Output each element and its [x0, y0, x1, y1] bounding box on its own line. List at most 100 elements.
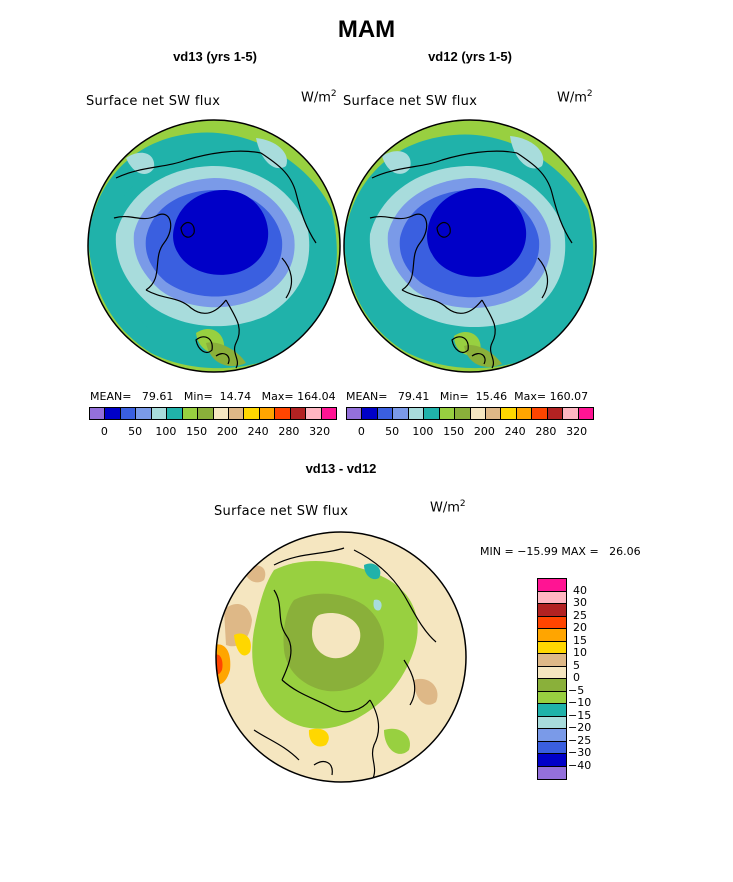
right-max-label: Max=: [514, 390, 547, 403]
left-colorbar-swatch: [182, 408, 199, 419]
right-colorbar-swatch: [362, 408, 378, 419]
right-colorbar-swatch: [408, 408, 425, 419]
diff-panel-heading: vd13 - vd12: [305, 461, 377, 476]
right-colorbar-swatch: [470, 408, 486, 419]
diff-units-label: W/m2: [430, 499, 466, 516]
right-colorbar-swatch: [563, 408, 579, 419]
left-colorbar-tick-label: 240: [247, 425, 269, 438]
right-mean-label: MEAN=: [346, 390, 388, 403]
right-colorbar-tick-label: 200: [473, 425, 495, 438]
diff-colorbar-swatch: [538, 679, 566, 692]
diff-colorbar-swatch: [538, 654, 566, 667]
diff-colorbar-swatch: [538, 729, 566, 742]
right-field-label: Surface net SW flux: [343, 94, 478, 109]
diff-colorbar: [537, 578, 567, 780]
diff-colorbar-tick-label: 5: [573, 658, 580, 672]
diff-colorbar-ticks: 40 30 25 20 15 10 5 0 −5 −10 −15 −20 −25 −30 −40: [568, 578, 608, 778]
left-colorbar-swatch: [275, 408, 291, 419]
diff-max-value: 26.06: [609, 545, 641, 558]
diff-colorbar-tick-label: −30: [568, 746, 592, 759]
left-colorbar-tick-label: 100: [155, 425, 177, 438]
left-colorbar-swatch: [105, 408, 121, 419]
right-colorbar-tick-label: 100: [412, 425, 434, 438]
right-colorbar-tick-label: 0: [357, 425, 365, 438]
right-colorbar-tick-label: 50: [385, 425, 400, 438]
diff-colorbar-tick-label: 10: [573, 646, 587, 659]
left-panel-heading: vd13 (yrs 1-5): [173, 49, 257, 64]
right-colorbar-swatch: [439, 408, 456, 419]
diff-colorbar-swatch: [538, 716, 566, 729]
diff-colorbar-swatch: [538, 591, 566, 604]
diff-field-label: Surface net SW flux: [214, 504, 349, 519]
right-max-value: 160.07: [549, 390, 589, 403]
diff-colorbar-swatch: [538, 604, 566, 617]
left-colorbar-swatch: [259, 408, 276, 419]
right-colorbar-swatch: [347, 408, 363, 419]
right-units-label: W/m2: [557, 89, 593, 106]
diff-colorbar-tick-label: −5: [568, 683, 585, 697]
left-units-label: W/m2: [301, 89, 337, 106]
left-colorbar-tick-label: 150: [186, 425, 208, 438]
diff-colorbar-swatch: [538, 691, 566, 704]
diff-colorbar-swatch: [538, 641, 566, 654]
right-colorbar-swatch: [424, 408, 440, 419]
right-colorbar-swatch: [455, 408, 471, 419]
left-colorbar-swatch: [290, 408, 307, 419]
diff-colorbar-tick-label: 25: [573, 608, 587, 622]
right-colorbar-swatch: [485, 408, 502, 419]
diff-min-label: MIN =: [480, 545, 518, 558]
left-colorbar-tick-label: 280: [278, 425, 300, 438]
page-title: MAM: [337, 16, 396, 43]
left-colorbar-ticks: 0 50 100 150 200 240 280 320: [89, 425, 335, 439]
diff-colorbar-tick-label: 20: [573, 621, 587, 634]
right-colorbar-tick-label: 240: [504, 425, 526, 438]
left-colorbar-swatch: [90, 408, 106, 419]
right-panel-heading: vd12 (yrs 1-5): [428, 49, 512, 64]
left-colorbar-swatch: [244, 408, 260, 419]
diff-colorbar-tick-label: −25: [568, 733, 592, 747]
diff-max-label: MAX =: [561, 545, 603, 558]
diff-min-value: −15.99: [517, 545, 558, 558]
diff-colorbar-tick-label: 15: [573, 633, 587, 647]
right-colorbar-tick-label: 150: [443, 425, 465, 438]
diff-colorbar-swatch: [538, 666, 566, 679]
diff-colorbar-tick-label: −15: [568, 708, 592, 722]
diff-polar-map: [215, 531, 467, 783]
left-colorbar-tick-label: 320: [309, 425, 331, 438]
diff-colorbar-tick-label: 40: [573, 583, 587, 597]
left-colorbar-swatch: [136, 408, 152, 419]
right-colorbar-swatch: [578, 408, 593, 419]
left-colorbar-swatch: [198, 408, 214, 419]
diff-colorbar-tick-label: −20: [568, 721, 592, 734]
right-colorbar-ticks: 0 50 100 150 200 240 280 320: [346, 425, 592, 439]
left-colorbar-tick-label: 0: [100, 425, 108, 438]
left-max-value: 164.04: [297, 390, 336, 403]
diff-colorbar-tick-label: −10: [568, 696, 592, 709]
right-colorbar-swatch: [516, 408, 533, 419]
left-stats: MEAN= 79.61 Min= 14.74 Max= 164.04: [90, 390, 336, 403]
diff-colorbar-swatch: [538, 616, 566, 629]
diff-colorbar-swatch: [538, 579, 566, 592]
left-colorbar-tick-label: 200: [216, 425, 238, 438]
left-colorbar-swatch: [306, 408, 322, 419]
left-colorbar-swatch: [213, 408, 229, 419]
left-colorbar: [89, 407, 337, 420]
left-colorbar-swatch: [167, 408, 183, 419]
right-colorbar-swatch: [532, 408, 548, 419]
diff-colorbar-tick-label: −40: [568, 758, 592, 772]
right-min-label: Min=: [439, 390, 469, 403]
right-stats: MEAN= 79.41 Min= 15.46 Max= 160.07: [346, 390, 588, 403]
right-colorbar-swatch: [393, 408, 409, 419]
left-polar-map: [87, 119, 341, 373]
right-colorbar-swatch: [547, 408, 564, 419]
diff-colorbar-tick-label: 0: [573, 671, 580, 684]
left-colorbar-swatch: [151, 408, 168, 419]
diff-colorbar-tick-label: 30: [573, 596, 587, 609]
right-polar-map: [343, 119, 597, 373]
left-mean-value: 79.61: [141, 390, 174, 403]
left-field-label: Surface net SW flux: [86, 94, 221, 109]
right-colorbar-tick-label: 280: [535, 425, 557, 438]
left-colorbar-swatch: [228, 408, 245, 419]
diff-stats: MIN = −15.99 MAX = 26.06: [480, 545, 641, 558]
left-min-value: 14.74: [219, 390, 252, 403]
